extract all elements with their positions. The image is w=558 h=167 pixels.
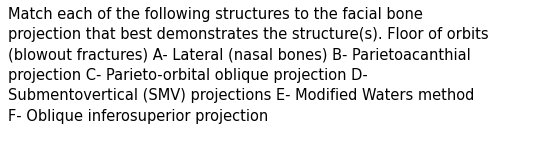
Text: Match each of the following structures to the facial bone
projection that best d: Match each of the following structures t… [8, 7, 488, 124]
